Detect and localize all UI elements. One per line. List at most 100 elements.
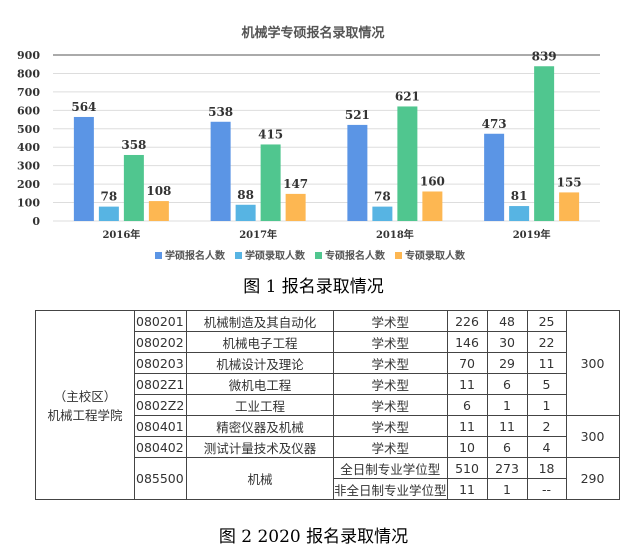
bar [235,204,256,221]
table-cell: 学术型 [333,352,448,374]
data-label: 415 [258,127,283,141]
table-cell: 11 [446,373,488,395]
table-cell: 机械设计及理论 [186,352,334,374]
data-label: 88 [237,188,254,202]
table-cell: 146 [446,331,488,353]
table-cell: 机械电子工程 [186,331,334,353]
major-code-cell: 0802Z1 [134,373,187,395]
table-cell: 11 [446,478,488,500]
table-cell: 精密仪器及机械 [186,415,334,437]
major-code-cell: 0802Z2 [134,394,187,416]
table-cell: 1 [486,478,528,500]
x-tick-label: 2017年 [239,228,277,241]
table-cell: 11 [486,415,528,437]
data-label: 538 [208,105,233,119]
data-label: 564 [71,100,96,114]
legend-label: 学硕报名人数 [165,249,226,262]
table-cell: 25 [526,310,567,332]
table-cell: 300 [565,415,620,458]
legend-swatch [315,252,322,259]
x-tick-label: 2016年 [102,228,140,241]
legend-label: 专硕报名人数 [325,249,386,262]
table-cell: 18 [526,457,567,479]
admission-table: （主校区） 机械工程学院 080201 机械制造及其自动化 学术型 226 48 25 300 0… [35,310,620,500]
major-code-cell: 085500 [134,457,187,500]
table-cell: 273 [486,457,528,479]
chart-title: 机械学专硕报名录取情况 [241,25,384,41]
table-cell: 1 [526,394,567,416]
table-cell: 4 [526,436,567,458]
table-cell: 2 [526,415,567,437]
table-cell: 30 [486,331,528,353]
table-cell: 29 [486,352,528,374]
bar [73,116,94,221]
bar [98,206,119,221]
table-cell: 22 [526,331,567,353]
major-code-cell: 080201 [134,310,187,332]
table-cell: 学术型 [333,373,448,395]
table-cell: 510 [446,457,488,479]
x-tick-label: 2018年 [376,228,414,241]
bar [210,121,231,221]
table-cell: 学术型 [333,436,448,458]
table-cell: 6 [486,436,528,458]
x-tick-label: 2019年 [513,228,551,241]
data-label: 621 [395,89,420,103]
legend-swatch [235,252,242,259]
bar [285,193,306,221]
data-label: 108 [146,184,171,198]
data-label: 155 [557,175,582,189]
major-code-cell: 080202 [134,331,187,353]
table-cell: 70 [446,352,488,374]
y-tick-label: 0 [32,215,40,228]
y-tick-label: 800 [17,67,40,80]
figure-1-caption: 图 1 报名录取情况 [243,277,384,297]
table-cell: 学术型 [333,310,448,332]
table-row: 080202 机械电子工程 学术型 146 30 22 [36,331,620,353]
table-cell: 工业工程 [186,394,334,416]
data-label: 160 [420,174,445,188]
y-tick-label: 500 [17,123,40,136]
table-row: 0802Z2 工业工程 学术型 6 1 1 [36,394,620,416]
table-row: 0802Z1 微机电工程 学术型 11 6 5 [36,373,620,395]
table-cell: 全日制专业学位型 [333,457,448,479]
bar [347,124,368,221]
table-cell: 测试计量技术及仪器 [186,436,334,458]
bar [484,133,505,221]
y-tick-label: 700 [17,86,40,99]
y-tick-label: 300 [17,160,40,173]
y-tick-label: 100 [17,197,40,210]
major-code-cell: 080402 [134,436,187,458]
table-cell: 微机电工程 [186,373,334,395]
bar [559,192,580,221]
data-label: 521 [345,108,370,122]
bar [397,106,418,221]
table-cell: 6 [446,394,488,416]
bar [123,154,144,221]
bar [372,206,393,221]
legend-swatch [155,252,162,259]
bar-chart: 机械学专硕报名录取情况 0 100 200 300 400 500 600 700 800 900… [17,25,600,262]
table-cell: 290 [565,457,620,500]
major-code-cell: 080203 [134,352,187,374]
table-cell: 学术型 [333,394,448,416]
table-cell: 11 [526,352,567,374]
table-row: 085500 机械 全日制专业学位型 510 273 18 290 [36,457,620,500]
table-row: 080401 精密仪器及机械 学术型 11 11 2 300 [36,415,620,458]
table-row: （主校区） 机械工程学院 080201 机械制造及其自动化 学术型 226 48 25 300 [35,310,620,500]
table-cell: 非全日制专业学位型 [333,478,448,500]
table-cell: 学术型 [333,331,448,353]
y-tick-label: 200 [17,178,40,191]
y-tick-label: 400 [17,141,40,154]
table-cell: 学术型 [333,415,448,437]
data-label: 839 [532,49,557,63]
data-label: 473 [482,117,507,131]
data-label: 81 [511,189,528,203]
table-cell: 机械制造及其自动化 [186,310,334,332]
table-cell: 11 [446,415,488,437]
major-code-cell: 080401 [134,415,187,437]
data-label: 147 [283,177,308,191]
bar [534,66,555,221]
table-cell: 48 [486,310,528,332]
table-row: 非全日制专业学位型 11 1 -- [36,478,620,500]
